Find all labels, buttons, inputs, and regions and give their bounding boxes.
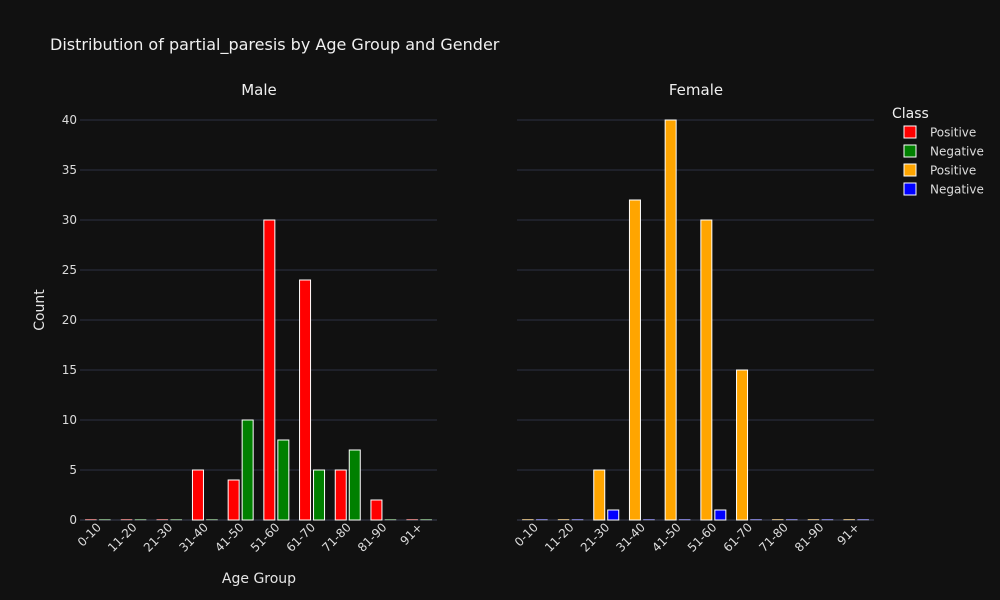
y-axis-label: Count	[32, 289, 48, 331]
bar[interactable]	[156, 519, 169, 521]
x-tick-label: 41-50	[212, 520, 247, 555]
bar[interactable]	[263, 219, 276, 521]
legend: Class Positive Negative Positive Negative	[892, 106, 984, 197]
x-tick-label: 71-80	[319, 520, 354, 555]
bar[interactable]	[700, 219, 713, 521]
bar[interactable]	[420, 519, 432, 521]
y-tick-label: 25	[62, 263, 77, 277]
x-tick-label: 21-30	[141, 520, 176, 555]
x-tick-label: 0-10	[75, 520, 104, 549]
bar[interactable]	[750, 519, 762, 521]
bar[interactable]	[821, 519, 834, 521]
bar[interactable]	[771, 519, 784, 521]
y-tick-label: 30	[62, 213, 77, 227]
x-tick-label: 91+	[834, 520, 862, 548]
y-tick-label: 35	[62, 163, 77, 177]
bar[interactable]	[277, 439, 290, 521]
bar[interactable]	[736, 369, 749, 521]
bar[interactable]	[348, 449, 361, 521]
bar[interactable]	[384, 519, 397, 521]
legend-title: Class	[892, 106, 929, 122]
bar[interactable]	[807, 519, 820, 521]
bar[interactable]	[522, 519, 534, 521]
legend-label[interactable]: Positive	[930, 164, 976, 178]
x-tick-label: 81-90	[355, 520, 390, 555]
x-tick-label: 41-50	[649, 520, 684, 555]
chart-title: Distribution of partial_paresis by Age G…	[50, 35, 500, 55]
bar[interactable]	[134, 519, 147, 521]
bar[interactable]	[557, 519, 570, 521]
bar[interactable]	[299, 279, 312, 521]
x-tick-label: 61-70	[284, 520, 319, 555]
y-tick-label: 15	[62, 363, 77, 377]
legend-swatch[interactable]	[903, 144, 917, 158]
female-panel-title: Female	[669, 81, 723, 99]
bar[interactable]	[227, 479, 240, 521]
bar[interactable]	[785, 519, 798, 521]
bar[interactable]	[678, 519, 691, 521]
bar[interactable]	[593, 469, 606, 521]
y-tick-label: 5	[69, 463, 77, 477]
legend-label[interactable]: Negative	[930, 183, 984, 197]
x-tick-label: 31-40	[177, 520, 212, 555]
y-tick-label: 20	[62, 313, 77, 327]
y-tick-label: 10	[62, 413, 77, 427]
male-panel: Male 0 5 10 15 20 25 30 35 40 0-10 11-20 21-30 31-40…	[62, 81, 437, 555]
legend-swatch[interactable]	[903, 163, 917, 177]
bar[interactable]	[206, 519, 218, 521]
legend-label[interactable]: Positive	[930, 126, 976, 140]
x-tick-label: 21-30	[578, 520, 613, 555]
male-panel-title: Male	[241, 81, 277, 99]
x-tick-label: 31-40	[614, 520, 649, 555]
bar[interactable]	[334, 469, 347, 521]
y-tick-label: 40	[62, 113, 77, 127]
legend-label[interactable]: Negative	[930, 145, 984, 159]
bar[interactable]	[191, 469, 204, 521]
bar[interactable]	[406, 519, 418, 521]
bar[interactable]	[313, 469, 326, 521]
bar[interactable]	[643, 519, 655, 521]
x-tick-label: 71-80	[756, 520, 791, 555]
x-tick-label: 81-90	[792, 520, 827, 555]
bar[interactable]	[628, 199, 641, 521]
bar[interactable]	[370, 499, 383, 521]
bar[interactable]	[99, 519, 111, 521]
legend-swatch[interactable]	[903, 182, 917, 196]
x-tick-label: 61-70	[721, 520, 756, 555]
bar[interactable]	[241, 419, 254, 521]
x-tick-label: 51-60	[685, 520, 720, 555]
bar[interactable]	[170, 519, 183, 521]
bar[interactable]	[85, 519, 97, 521]
x-tick-label: 0-10	[512, 520, 541, 549]
bar[interactable]	[843, 519, 855, 521]
female-panel: Female 0-10 11-20 21-30 31-40 41-50 51-60 61-7…	[512, 81, 874, 555]
x-tick-label: 11-20	[542, 520, 577, 555]
x-tick-label: 91+	[397, 520, 425, 548]
bar[interactable]	[120, 519, 133, 521]
x-tick-label: 11-20	[105, 520, 140, 555]
bar[interactable]	[664, 119, 677, 521]
y-tick-label: 0	[69, 513, 77, 527]
bar[interactable]	[857, 519, 869, 521]
x-axis-label: Age Group	[222, 571, 296, 587]
x-tick-label: 51-60	[248, 520, 283, 555]
legend-swatch[interactable]	[903, 125, 917, 139]
bar[interactable]	[536, 519, 548, 521]
bar[interactable]	[714, 509, 727, 521]
bar[interactable]	[571, 519, 584, 521]
bar[interactable]	[607, 509, 620, 521]
